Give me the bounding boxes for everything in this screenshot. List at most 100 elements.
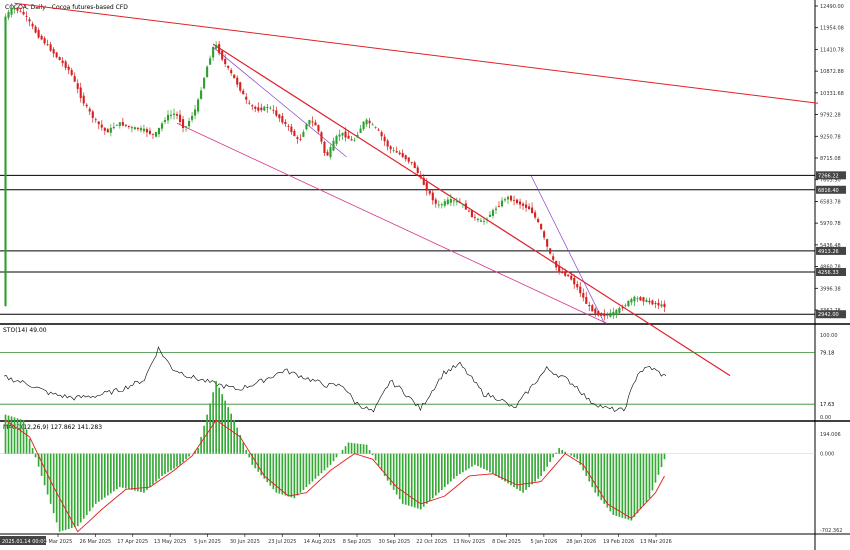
candle-body [31,23,34,27]
candle-body [323,141,326,154]
candle-body [500,200,504,207]
candle-body [118,122,121,126]
candle-body [188,120,191,127]
candle-body [404,155,407,160]
price-tick-label: 8715.08 [820,156,841,162]
candle-body [374,127,377,128]
candle-body [112,126,115,129]
candle-body [549,248,552,254]
candle-body [121,122,124,126]
support-resistance-levels: 7266.22 6816.40 4913.26 4256.33 2942.00 [0,171,846,319]
candle-body [260,107,263,111]
candle-body [618,308,621,313]
candle-body [464,203,467,210]
candle-body [579,286,582,294]
candle-body [326,152,329,156]
candle-body [350,139,353,141]
candle-body [491,210,495,216]
channel-lower-line [176,122,608,324]
candle-body [380,132,383,137]
candle-body [615,309,618,316]
candle-body [410,161,413,163]
candle-body [488,214,492,217]
price-tick-label: 10872.88 [820,69,844,75]
candle-body [356,134,359,138]
candle-body [512,199,516,201]
price-tick-label: 5970.78 [820,221,841,227]
price-tick-label: 9250.78 [820,134,841,140]
horizontal-level-label: 6816.40 [818,188,839,194]
long-term-downtrend-line [14,2,819,104]
candle-body [67,66,70,70]
candle-body [395,151,398,153]
price-tick-label: 9792.28 [820,113,841,119]
candle-body [479,220,482,222]
candle-body [365,119,368,125]
candle-body [564,271,567,276]
candle-body [203,77,206,89]
candle-body [648,300,651,303]
candle-body [43,38,46,44]
first-date-label: 2025.01.14 00:00 [2,539,47,545]
candle-body [212,47,215,58]
candle-body [627,300,630,307]
price-tick-label: 6583.78 [820,199,841,205]
candle-body [573,277,576,285]
candle-body [422,177,425,185]
candle-body [612,311,615,316]
candle-body [651,300,654,305]
candle-body [476,218,479,221]
candle-body [311,121,314,123]
candle-body [109,127,112,133]
price-tick-label: 7605.90 [820,178,841,184]
candle-body [278,114,281,119]
candle-body [413,162,416,169]
candle-body [175,114,179,116]
candle-body [184,126,188,128]
candle-body [338,134,341,137]
candle-body [362,121,365,130]
candle-body [22,11,25,15]
candle-body [178,114,182,123]
date-tick-label: 14 Aug 2025 [304,539,336,545]
candle-body [515,199,519,204]
horizontal-level-tag [816,310,846,319]
candle-body [302,131,305,137]
candle-body [314,122,317,126]
price-tick-label: 5436.48 [820,243,841,249]
candle-body [160,123,164,129]
candle-body [130,127,133,129]
candle-body [368,120,371,124]
candle-body [555,260,558,268]
candle-body [458,202,461,204]
candle-body [103,127,106,131]
candle-body [293,130,296,137]
date-tick-label: 13 May 2025 [154,539,187,545]
candle-body [148,130,151,134]
candle-body [19,11,22,13]
candle-body [52,49,55,54]
candle-body [663,303,666,308]
candle-body [191,115,194,120]
candle-body [224,58,227,64]
candle-body [82,95,85,104]
price-tick-label: 3996.38 [820,286,841,292]
candle-body [136,127,139,130]
candle-body [654,303,657,304]
candle-body [519,201,522,205]
candle-body [34,26,37,33]
candle-body [506,196,510,200]
horizontal-level-tag [816,268,846,277]
candle-body [70,70,73,75]
candle-body [281,116,284,123]
stoch-label: STO(14) 49.00 [3,327,47,334]
candle-body [455,201,458,203]
horizontal-level-tag [816,185,846,194]
candle-body [254,106,257,109]
candle-body [97,121,100,125]
candle-body [543,231,546,238]
candle-body [299,138,302,140]
candle-body [332,140,335,151]
candle-body [88,108,91,112]
